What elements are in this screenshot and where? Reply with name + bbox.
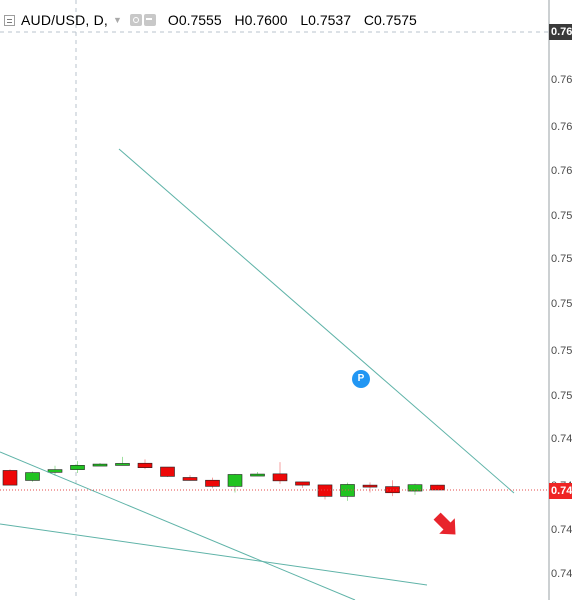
candle-body[interactable] <box>160 466 175 477</box>
axis-tick-label: 0.75 <box>551 345 572 357</box>
symbol-legend: AUD/USD, D, ▼ O0.7555 H0.7600 L0.7537 C0… <box>0 8 426 32</box>
candle-body[interactable] <box>115 463 130 466</box>
current-price-label: 0.74 <box>549 483 572 499</box>
high-value: 0.7600 <box>244 12 288 28</box>
axis-tick-label: 0.75 <box>551 298 572 310</box>
axis-tick-label: 0.76 <box>551 165 572 177</box>
axis-tick-label: 0.76 <box>551 74 572 86</box>
candle-body[interactable] <box>92 463 108 467</box>
candle-body[interactable] <box>25 472 40 481</box>
chevron-down-icon[interactable]: ▼ <box>113 15 122 25</box>
eye-icon[interactable] <box>129 14 142 26</box>
candle-body[interactable] <box>205 479 220 487</box>
candle-body[interactable] <box>2 470 18 486</box>
marker-p-badge[interactable]: P <box>352 370 370 388</box>
settings-icon[interactable] <box>143 14 156 26</box>
trendline-lower-2[interactable] <box>0 523 428 586</box>
candle-body[interactable] <box>407 484 423 492</box>
trendline-descending[interactable] <box>118 148 515 494</box>
candle-body[interactable] <box>295 481 310 486</box>
axis-tick-label: 0.75 <box>551 390 572 402</box>
open-value: 0.7555 <box>178 12 222 28</box>
candle-body[interactable] <box>430 484 445 491</box>
candle-body[interactable] <box>70 465 85 470</box>
candle-body[interactable] <box>250 473 265 477</box>
candle-body[interactable] <box>182 477 198 481</box>
axis-tick-label: 0.75 <box>551 210 572 222</box>
low-key: L <box>300 12 309 28</box>
axis-tick-label: 0.74 <box>551 433 572 445</box>
down-arrow-icon <box>433 512 456 535</box>
axis-tick-label: 0.74 <box>551 524 572 536</box>
candlestick-series <box>2 456 445 501</box>
close-value: 0.7575 <box>374 12 417 28</box>
candle-body[interactable] <box>227 474 243 487</box>
low-value: 0.7537 <box>308 12 351 28</box>
trendline-lower-1[interactable] <box>0 451 356 600</box>
close-key: C <box>363 12 375 28</box>
open-key: O <box>167 12 179 28</box>
candle-body[interactable] <box>137 462 153 468</box>
candle-body[interactable] <box>272 473 288 482</box>
legend-collapse-icon[interactable] <box>4 14 15 26</box>
symbol-title[interactable]: AUD/USD, D, <box>21 12 108 28</box>
axis-tick-label: 0.76 <box>551 121 572 133</box>
ohlc-values: O0.7555 H0.7600 L0.7537 C0.7575 <box>168 12 426 28</box>
candle-body[interactable] <box>47 469 63 473</box>
axis-crosshair-label: 0.76 <box>549 24 572 40</box>
candle-body[interactable] <box>362 484 378 488</box>
axis-tick-label: 0.75 <box>551 253 572 265</box>
candle-body[interactable] <box>317 484 333 497</box>
axis-tick-label: 0.74 <box>551 568 572 580</box>
high-key: H <box>234 12 245 28</box>
